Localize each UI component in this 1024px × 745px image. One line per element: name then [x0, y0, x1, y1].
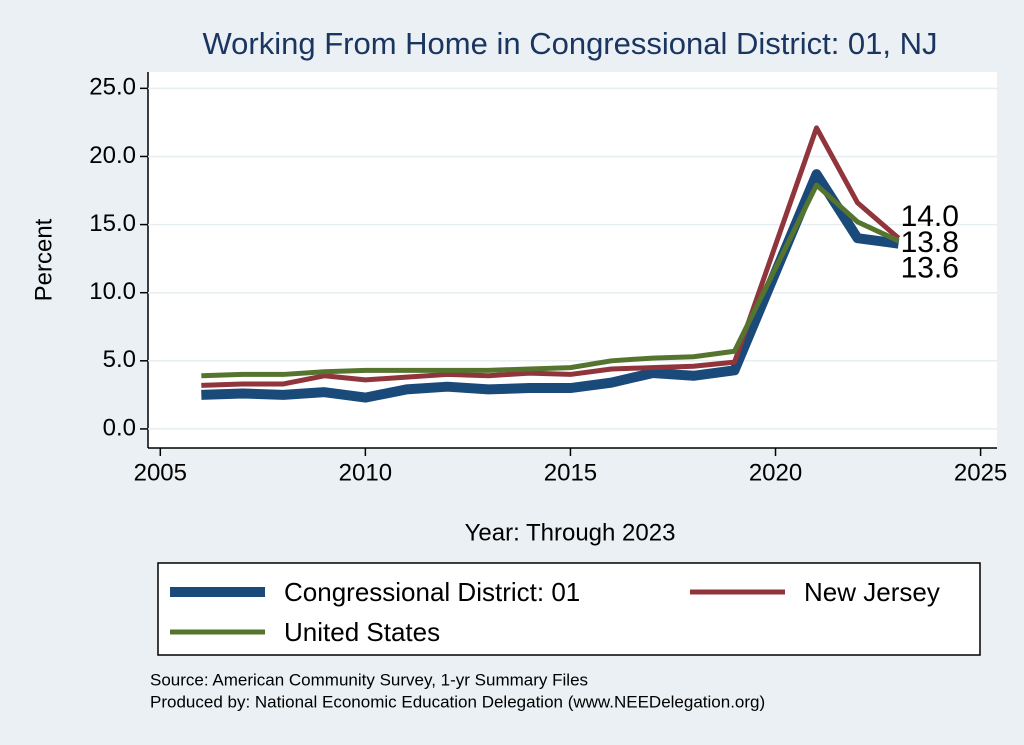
legend — [157, 562, 981, 656]
x-tick-label: 2025 — [954, 459, 1007, 486]
y-tick-label: 5.0 — [103, 346, 136, 373]
y-tick-label: 15.0 — [89, 210, 136, 237]
legend-label: Congressional District: 01 — [284, 577, 580, 607]
y-tick-label: 10.0 — [89, 278, 136, 305]
series-line — [201, 125, 901, 388]
x-tick-label: 2010 — [339, 459, 392, 486]
legend-label: United States — [284, 617, 440, 647]
y-tick-label: 0.0 — [103, 414, 136, 441]
source-note: Source: American Community Survey, 1-yr … — [150, 670, 588, 689]
value-label: 14.0 — [901, 200, 959, 233]
legend-label: New Jersey — [804, 577, 940, 607]
x-tick-label: 2005 — [134, 459, 187, 486]
y-tick-label: 25.0 — [89, 74, 136, 101]
value-label: 13.8 — [901, 226, 959, 259]
series-line — [201, 182, 900, 379]
y-tick-label: 20.0 — [89, 142, 136, 169]
x-tick-label: 2015 — [544, 459, 597, 486]
value-label: 13.6 — [901, 252, 959, 285]
chart-title: Working From Home in Congressional Distr… — [202, 26, 937, 61]
x-axis-label: Year: Through 2023 — [465, 519, 676, 546]
x-tick-label: 2020 — [749, 459, 802, 486]
producer-note: Produced by: National Economic Education… — [150, 692, 765, 711]
series-line — [201, 169, 900, 403]
y-axis-label: Percent — [30, 218, 57, 301]
